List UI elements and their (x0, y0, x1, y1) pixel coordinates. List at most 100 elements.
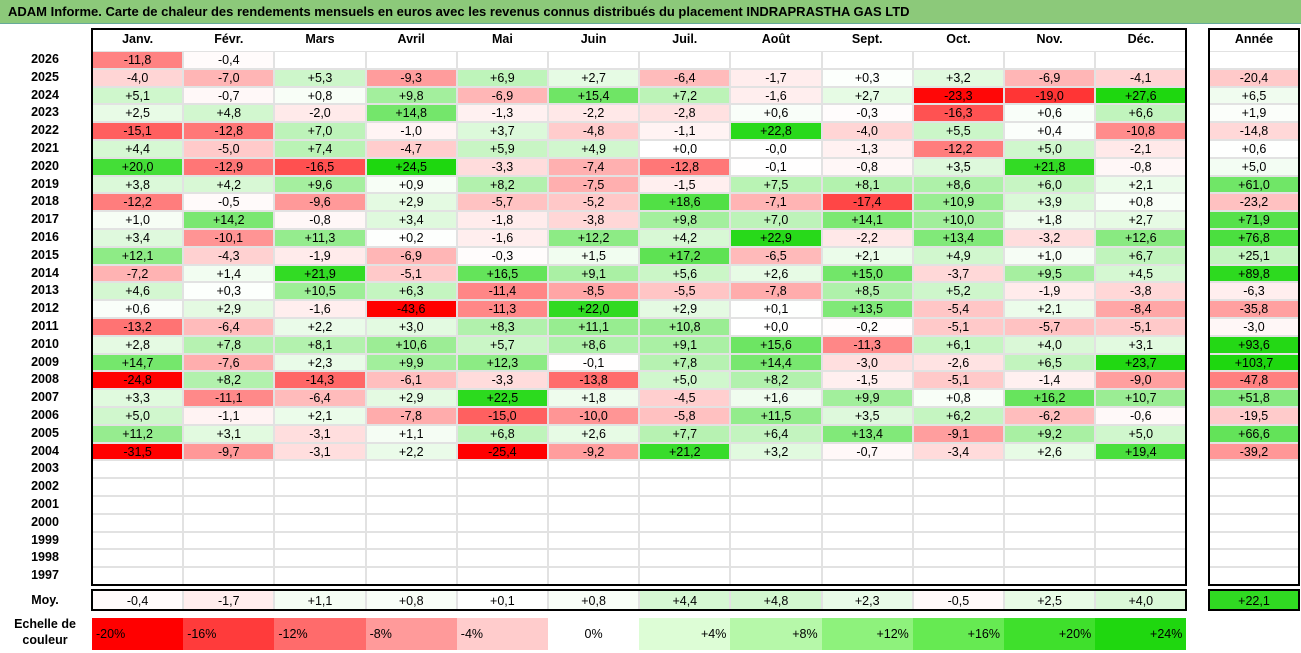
heatmap-cell: -4,8 (548, 122, 640, 140)
year-label: 2005 (31, 425, 59, 440)
heatmap-cell (821, 51, 913, 69)
heatmap-cell: -12,2 (912, 140, 1004, 158)
average-cell: +0,8 (365, 590, 457, 610)
heatmap-cell: +1,8 (1004, 211, 1096, 229)
annual-cell: -3,0 (1209, 318, 1299, 336)
heatmap-cell: +0,0 (639, 140, 731, 158)
heatmap-cell: +3,3 (92, 389, 184, 407)
heatmap-cell: -6,4 (183, 318, 275, 336)
heatmap-cell: +6,3 (365, 282, 457, 301)
heatmap-cell: -1,9 (274, 246, 366, 265)
month-header: Août (761, 32, 791, 46)
heatmap-cell: -5,1 (912, 371, 1004, 390)
heatmap-cell: -3,4 (912, 442, 1004, 461)
year-label: 2026 (31, 52, 59, 66)
heatmap-cell (1095, 496, 1187, 514)
heatmap-cell: -5,5 (639, 282, 731, 301)
heatmap-cell (365, 531, 457, 550)
heatmap-cell: +14,2 (183, 211, 275, 229)
heatmap-cell: -5,1 (365, 264, 457, 283)
heatmap-cell: -4,0 (92, 68, 184, 87)
month-header: Juil. (672, 32, 698, 46)
heatmap-cell: +3,7 (456, 122, 548, 140)
heatmap-cell (92, 531, 184, 550)
heatmap-cell: -3,8 (548, 211, 640, 229)
heatmap-cell: -7,2 (92, 264, 184, 283)
heatmap-cell: -11,4 (456, 282, 548, 301)
heatmap-cell: -4,7 (365, 140, 457, 158)
heatmap-cell (274, 496, 366, 514)
heatmap-cell: -5,7 (456, 193, 548, 212)
heatmap-cell: +4,4 (92, 140, 184, 158)
heatmap-cell: +10,5 (274, 282, 366, 301)
heatmap-cell: +8,6 (912, 175, 1004, 194)
annual-cell: +103,7 (1209, 353, 1299, 372)
annual-cell: -20,4 (1209, 68, 1299, 87)
heatmap-cell: +3,4 (365, 211, 457, 229)
heatmap-cell: +9,1 (639, 335, 731, 354)
heatmap-cell: +2,6 (1004, 442, 1096, 461)
heatmap-cell: +10,6 (365, 335, 457, 354)
heatmap-cell: -4,1 (1095, 68, 1187, 87)
heatmap-cell: -3,3 (456, 371, 548, 390)
heatmap-cell: +22,5 (456, 389, 548, 407)
heatmap-cell: -15,1 (92, 122, 184, 140)
heatmap-cell: -2,1 (1095, 140, 1187, 158)
heatmap-cell: +7,5 (730, 175, 822, 194)
heatmap-cell (1004, 513, 1096, 532)
heatmap-cell (730, 478, 822, 496)
heatmap-cell: +12,2 (548, 229, 640, 247)
heatmap-cell: -43,6 (365, 300, 457, 318)
heatmap-cell: -7,8 (365, 407, 457, 425)
heatmap-cell: +4,0 (1004, 335, 1096, 354)
heatmap-cell (274, 478, 366, 496)
heatmap-cell (639, 51, 731, 69)
heatmap-cell (821, 531, 913, 550)
heatmap-cell: -2,6 (912, 353, 1004, 372)
year-label: 2010 (31, 336, 59, 351)
heatmap-cell: +12,3 (456, 353, 548, 372)
heatmap-cell (548, 549, 640, 568)
heatmap-cell (456, 478, 548, 496)
month-header: Avril (397, 32, 425, 46)
heatmap-cell: +7,8 (639, 353, 731, 372)
heatmap-cell: -3,1 (274, 442, 366, 461)
heatmap-cell: -0,3 (821, 104, 913, 123)
year-label: 2023 (31, 105, 59, 120)
heatmap-cell (365, 478, 457, 496)
heatmap-cell (548, 531, 640, 550)
annual-cell: +66,6 (1209, 424, 1299, 443)
year-label: 2020 (31, 158, 59, 173)
heatmap-cell: +2,1 (1004, 300, 1096, 318)
heatmap-cell: +10,7 (1095, 389, 1187, 407)
average-cell: +0,1 (456, 590, 548, 610)
heatmap-cell: -1,1 (639, 122, 731, 140)
scale-step: +12% (821, 618, 913, 650)
heatmap-cell: -9,7 (183, 442, 275, 461)
heatmap-cell: +1,8 (548, 389, 640, 407)
year-label: 2024 (31, 87, 59, 102)
heatmap-cell: +3,5 (912, 157, 1004, 176)
heatmap-cell (1095, 567, 1187, 585)
heatmap-cell (92, 513, 184, 532)
heatmap-cell: -1,0 (365, 122, 457, 140)
heatmap-cell: +7,4 (274, 140, 366, 158)
heatmap-cell: +5,0 (639, 371, 731, 390)
scale-step: -4% (456, 618, 548, 650)
year-label: 2013 (31, 283, 59, 298)
annual-cell: -19,5 (1209, 407, 1299, 425)
year-label: 1997 (31, 568, 59, 583)
heatmap-cell: +6,4 (730, 424, 822, 443)
heatmap-cell (456, 460, 548, 479)
heatmap-cell (730, 460, 822, 479)
heatmap-cell (730, 567, 822, 585)
month-header: Janv. (122, 32, 154, 46)
heatmap-cell: +1,0 (92, 211, 184, 229)
heatmap-cell: +0,4 (1004, 122, 1096, 140)
heatmap-cell: +2,6 (730, 264, 822, 283)
annual-cell: +89,8 (1209, 264, 1299, 283)
heatmap-cell: +9,6 (274, 175, 366, 194)
heatmap-cell: -0,1 (548, 353, 640, 372)
heatmap-cell: -11,3 (821, 335, 913, 354)
year-label: 2017 (31, 212, 59, 227)
